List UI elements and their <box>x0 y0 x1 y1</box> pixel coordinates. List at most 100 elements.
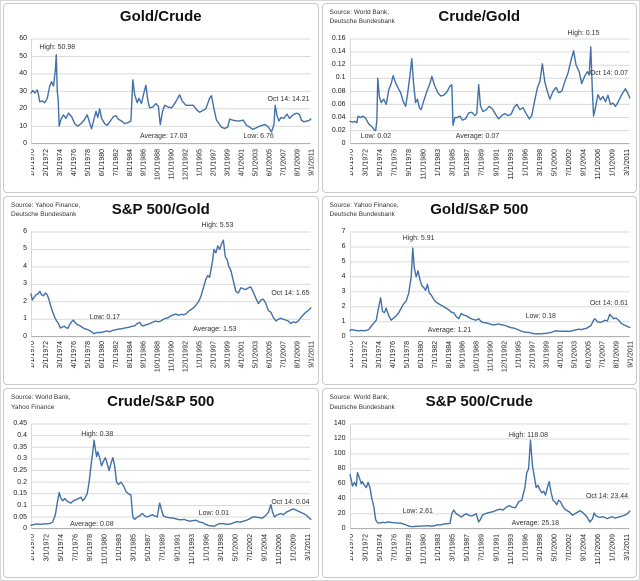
x-tick-label: 7/1/1976 <box>391 149 398 176</box>
line-chart <box>30 231 312 337</box>
x-tick-label: 3/1/1999 <box>225 149 232 176</box>
y-tick-label: 4 <box>23 262 27 270</box>
x-tick-label: 1/1/1970 <box>31 341 36 368</box>
annotation-average: Average: 25.18 <box>511 519 559 527</box>
x-tick-label: 3/1/1985 <box>449 149 456 176</box>
x-tick-label: 3/1/1998 <box>536 149 543 176</box>
chart-title: Gold/S&P 500 <box>430 200 529 218</box>
x-tick-label: 7/1/1982 <box>431 341 438 368</box>
x-tick-label: 5/1/1978 <box>403 341 410 368</box>
x-tick-label: 3/1/2011 <box>305 534 312 561</box>
x-tick-label: 5/1/2003 <box>253 341 260 368</box>
x-tick-label: 8/1/1984 <box>127 341 134 368</box>
x-tick-label: 11/1/1980 <box>420 534 427 565</box>
x-tick-label: 5/1/2003 <box>571 341 578 368</box>
data-series-line <box>30 239 312 335</box>
x-tick-label: 3/1/1974 <box>375 341 382 368</box>
x-tick-label: 4/1/2001 <box>557 341 564 368</box>
y-tick-label: 80 <box>337 465 346 473</box>
x-tick-label: 1/1/2009 <box>291 534 298 561</box>
source-line: Source: Yahoo Finance, <box>329 201 399 209</box>
annotation-high: High: 118.08 <box>508 431 548 439</box>
annotation-high: High: 50.98 <box>39 44 76 52</box>
plot-area: High: 5.53 Oct 14: 1.65 Low: 0.17 Average: … <box>30 222 312 337</box>
y-tick-label: 0 <box>341 525 346 533</box>
x-tick-label: 11/1/1980 <box>102 534 109 565</box>
annotation-oct-14: Oct 14: 0.07 <box>589 70 628 78</box>
x-tick-label: 5/1/1987 <box>145 534 152 561</box>
source-line: Source: World Bank, <box>329 394 390 402</box>
x-tick-label: 1/1/1995 <box>197 149 204 176</box>
x-tick-label: 11/1/1993 <box>189 534 196 565</box>
x-tick-label: 1/1/1970 <box>350 534 355 561</box>
x-tick-label: 1/1/1995 <box>515 341 522 368</box>
chart-title: S&P 500/Crude <box>425 393 533 411</box>
plot-area: High: 0.38 Oct 14: 0.04 Low: 0.01 Average: … <box>30 423 312 530</box>
y-tick-label: 20 <box>337 510 346 518</box>
x-tick-label: 3/1/1974 <box>57 149 64 176</box>
x-tick-label: 9/1/2011 <box>627 341 634 368</box>
y-tick-label: 0.14 <box>331 48 346 56</box>
data-series-line <box>348 46 630 132</box>
x-tick-label: 3/1/1999 <box>543 341 550 368</box>
y-tick-label: 0.35 <box>13 443 27 451</box>
x-tick-label: 5/1/2000 <box>551 149 558 176</box>
x-tick-label: 3/1/1974 <box>57 341 64 368</box>
x-tick-label: 5/1/1978 <box>85 341 92 368</box>
source-line: Source: World Bank, <box>329 9 390 16</box>
x-tick-label: 3/1/1985 <box>449 534 456 561</box>
y-tick-label: 10 <box>19 122 27 130</box>
x-tick-label: 9/1/1991 <box>493 534 500 561</box>
x-tick-label: 1/1/1970 <box>350 149 355 176</box>
y-tick-label: 0.08 <box>331 87 346 95</box>
x-tick-label: 2/1/1972 <box>43 341 50 368</box>
x-tick-label: 1/1/2009 <box>609 149 616 176</box>
x-tick-label: 8/1/2009 <box>294 149 301 176</box>
x-tick-label: 7/1/1989 <box>478 534 485 561</box>
annotation-average: Average: 1.53 <box>193 325 237 333</box>
data-series-line <box>30 439 312 528</box>
x-tick-label: 5/1/2000 <box>551 534 558 561</box>
y-tick-label: 7 <box>341 227 346 235</box>
x-tick-label: 7/1/2007 <box>280 149 287 176</box>
x-tick-label: 1/1/1995 <box>197 341 204 368</box>
source-note: Source: World Bank, Yahoo Finance <box>11 393 71 412</box>
x-tick-label: 8/1/1984 <box>445 341 452 368</box>
annotation-low: Low: 0.01 <box>198 510 230 518</box>
x-tick-label: 3/1/1972 <box>362 534 369 561</box>
y-tick-label: 0.06 <box>331 100 346 108</box>
x-tick-label: 10/1/1988 <box>155 341 162 372</box>
x-tick-label: 1/1/1970 <box>350 341 355 368</box>
annotation-average: Average: 1.21 <box>427 326 472 334</box>
plot-area: High: 5.91 Oct 14: 0.61 Low: 0.18 Average: … <box>348 231 630 337</box>
line-chart <box>30 423 312 530</box>
x-tick-label: 9/1/2004 <box>580 534 587 561</box>
chart-title: Gold/Crude <box>119 8 202 25</box>
x-axis-labels: 1/1/1970 2/1/1972 3/1/1974 4/1/1976 5/1/1978… <box>31 149 315 180</box>
annotation-oct-14: Oct 14: 0.61 <box>589 299 628 307</box>
x-tick-label: 7/1/2002 <box>247 534 254 561</box>
x-tick-label: 1/1/1996 <box>203 534 210 561</box>
x-tick-label: 10/1/1988 <box>473 341 480 372</box>
x-tick-label: 1/1/1983 <box>116 534 123 561</box>
x-tick-label: 9/1/1978 <box>87 534 94 561</box>
chart-panel-gold-sp500: Source: Yahoo Finance, Deutsche Bundesban… <box>321 195 637 386</box>
x-tick-label: 6/1/2005 <box>266 149 273 176</box>
x-tick-label: 8/1/2009 <box>294 341 301 368</box>
x-tick-label: 4/1/2001 <box>239 149 246 176</box>
y-tick-label: 0.4 <box>17 431 27 439</box>
annotation-high: High: 5.91 <box>402 234 435 242</box>
annotation-high: High: 5.53 <box>201 222 234 230</box>
x-tick-label: 12/1/1992 <box>183 341 190 372</box>
x-tick-label: 6/1/1980 <box>417 341 424 368</box>
x-tick-label: 3/1/2011 <box>624 149 631 176</box>
x-tick-label: 5/1/1987 <box>464 149 471 176</box>
y-tick-label: 0.05 <box>13 513 27 521</box>
annotation-high: High: 0.15 <box>567 29 600 37</box>
y-tick-label: 0.16 <box>331 35 346 42</box>
x-tick-label: 1/1/1996 <box>522 534 529 561</box>
chart-panel-crude-gold: Source: World Bank, Deutsche Bundesbank C… <box>321 3 637 193</box>
source-note: Source: Yahoo Finance, Deutsche Bundesban… <box>11 201 80 220</box>
source-note: Source: Yahoo Finance, Deutsche Bundesban… <box>330 201 399 220</box>
